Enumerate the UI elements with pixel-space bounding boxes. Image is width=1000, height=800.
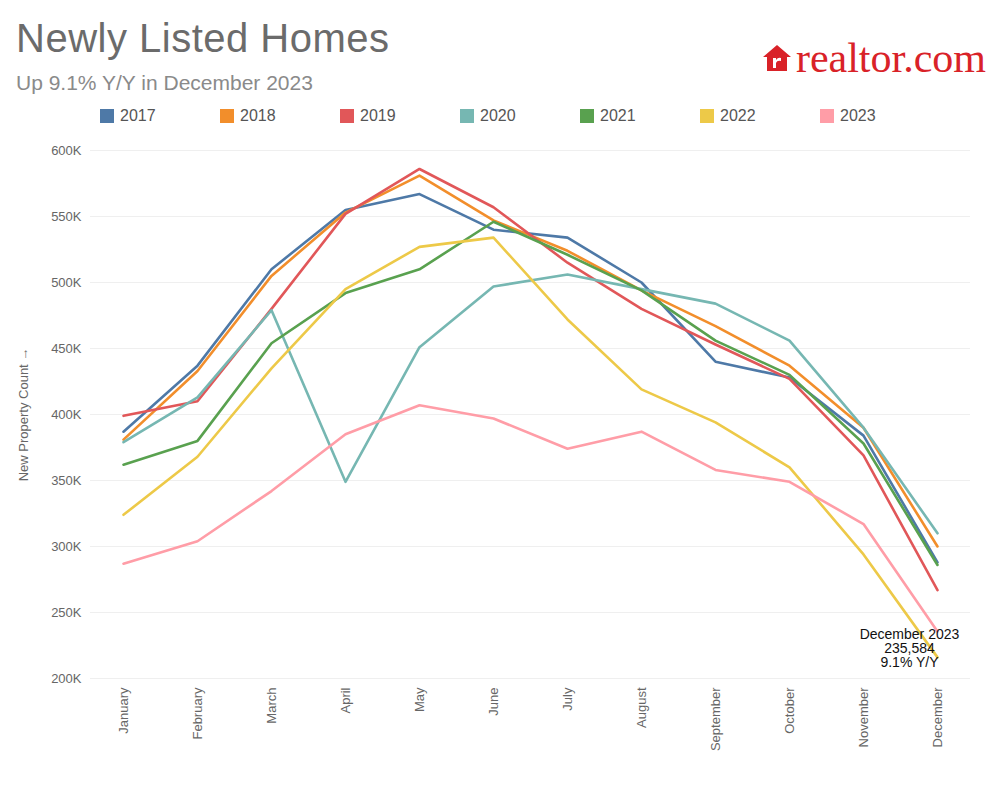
svg-text:450K: 450K (51, 341, 82, 356)
html-text:2017: 2017 (120, 107, 156, 124)
svg-text:New Property Count →: New Property Count → (16, 348, 31, 482)
svg-text:600K: 600K (51, 143, 82, 158)
html-text:2020: 2020 (480, 107, 516, 124)
svg-text:March: March (264, 688, 279, 724)
svg-text:250K: 250K (51, 605, 82, 620)
html-text:Newly Listed Homes: Newly Listed Homes (16, 16, 390, 60)
html-text:2022: 2022 (720, 107, 756, 124)
html-text:realtor.com: realtor.com (795, 35, 986, 81)
svg-text:December 2023235,5849.1% Y/Y: December 2023235,5849.1% Y/Y (860, 626, 960, 670)
html-text:Up 9.1% Y/Y in December 2023: Up 9.1% Y/Y in December 2023 (16, 71, 313, 94)
html-text:2023: 2023 (840, 107, 876, 124)
svg-text:300K: 300K (51, 539, 82, 554)
svg-text:400K: 400K (51, 407, 82, 422)
html-text:2021: 2021 (600, 107, 636, 124)
svg-text:October: October (782, 687, 797, 734)
svg-text:June: June (486, 688, 501, 716)
svg-text:August: August (634, 687, 649, 728)
html-text:2018: 2018 (240, 107, 276, 124)
svg-text:April: April (338, 687, 353, 713)
svg-text:350K: 350K (51, 473, 82, 488)
svg-text:200K: 200K (51, 671, 82, 686)
svg-text:July: July (560, 687, 575, 711)
svg-text:May: May (412, 687, 427, 712)
svg-text:September: September (708, 687, 723, 751)
svg-text:500K: 500K (51, 275, 82, 290)
svg-text:January: January (116, 687, 131, 734)
svg-text:November: November (856, 687, 871, 748)
svg-text:December: December (930, 687, 945, 748)
svg-text:550K: 550K (51, 209, 82, 224)
svg-text:February: February (190, 687, 205, 740)
html-text:2019: 2019 (360, 107, 396, 124)
